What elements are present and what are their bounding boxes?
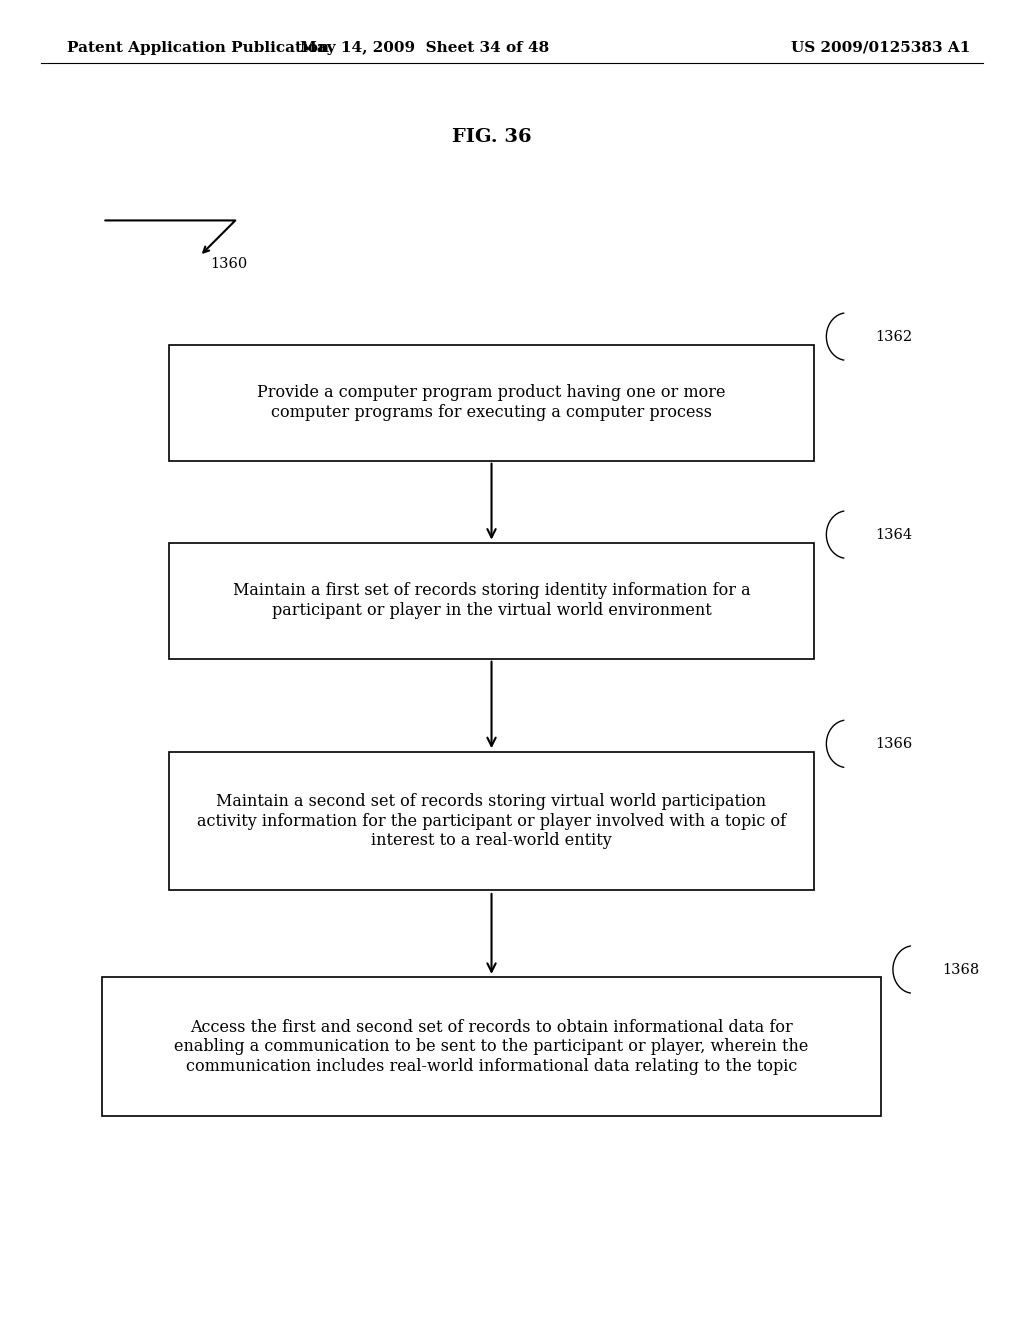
- Text: 1366: 1366: [876, 737, 912, 751]
- Text: Access the first and second set of records to obtain informational data for
enab: Access the first and second set of recor…: [174, 1019, 809, 1074]
- Text: Maintain a second set of records storing virtual world participation
activity in: Maintain a second set of records storing…: [197, 793, 786, 849]
- Bar: [169, 345, 814, 461]
- Text: Patent Application Publication: Patent Application Publication: [67, 41, 329, 54]
- Text: 1360: 1360: [210, 257, 247, 271]
- Text: US 2009/0125383 A1: US 2009/0125383 A1: [791, 41, 971, 54]
- Text: FIG. 36: FIG. 36: [452, 128, 531, 147]
- Text: Maintain a first set of records storing identity information for a
participant o: Maintain a first set of records storing …: [232, 582, 751, 619]
- Text: Provide a computer program product having one or more
computer programs for exec: Provide a computer program product havin…: [257, 384, 726, 421]
- Text: 1364: 1364: [876, 528, 912, 541]
- Text: May 14, 2009  Sheet 34 of 48: May 14, 2009 Sheet 34 of 48: [300, 41, 550, 54]
- Bar: [169, 543, 814, 659]
- Bar: [169, 752, 814, 890]
- Bar: [102, 977, 881, 1117]
- Text: 1362: 1362: [876, 330, 912, 343]
- Text: 1368: 1368: [942, 962, 979, 977]
